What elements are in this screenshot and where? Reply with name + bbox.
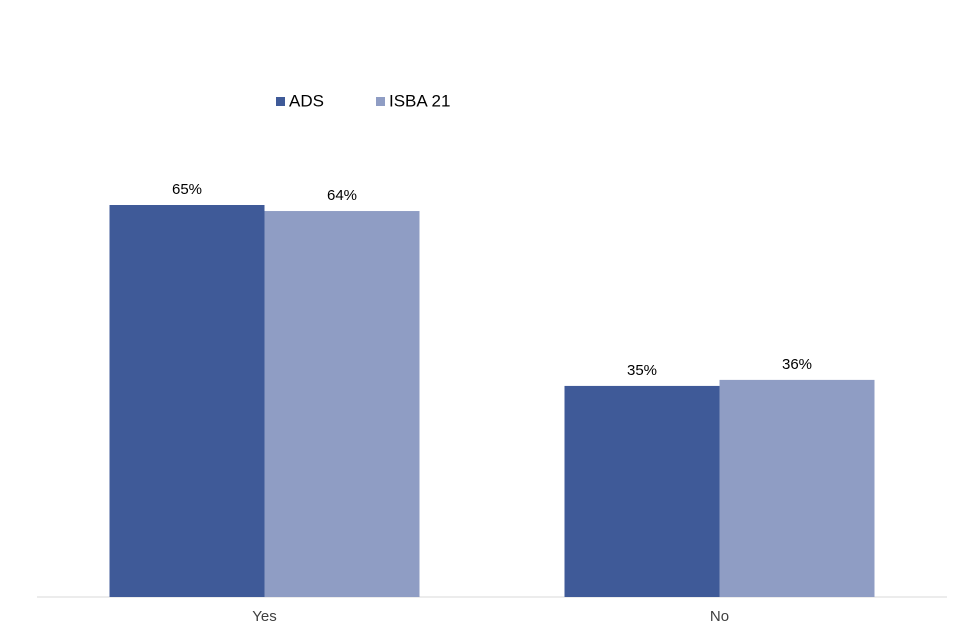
legend-swatch (276, 97, 285, 106)
x-tick-label: No (710, 608, 729, 625)
data-label: 64% (327, 187, 357, 204)
data-label: 35% (627, 362, 657, 379)
bar (264, 211, 420, 597)
legend-label: ISBA 21 (389, 91, 450, 110)
data-label: 36% (782, 356, 812, 373)
bar (109, 205, 265, 597)
legend-label: ADS (289, 91, 324, 110)
legend-swatch (376, 97, 385, 106)
bar (564, 385, 720, 597)
x-tick-label: Yes (252, 608, 276, 625)
bar (719, 379, 875, 597)
data-label: 65% (172, 181, 202, 198)
